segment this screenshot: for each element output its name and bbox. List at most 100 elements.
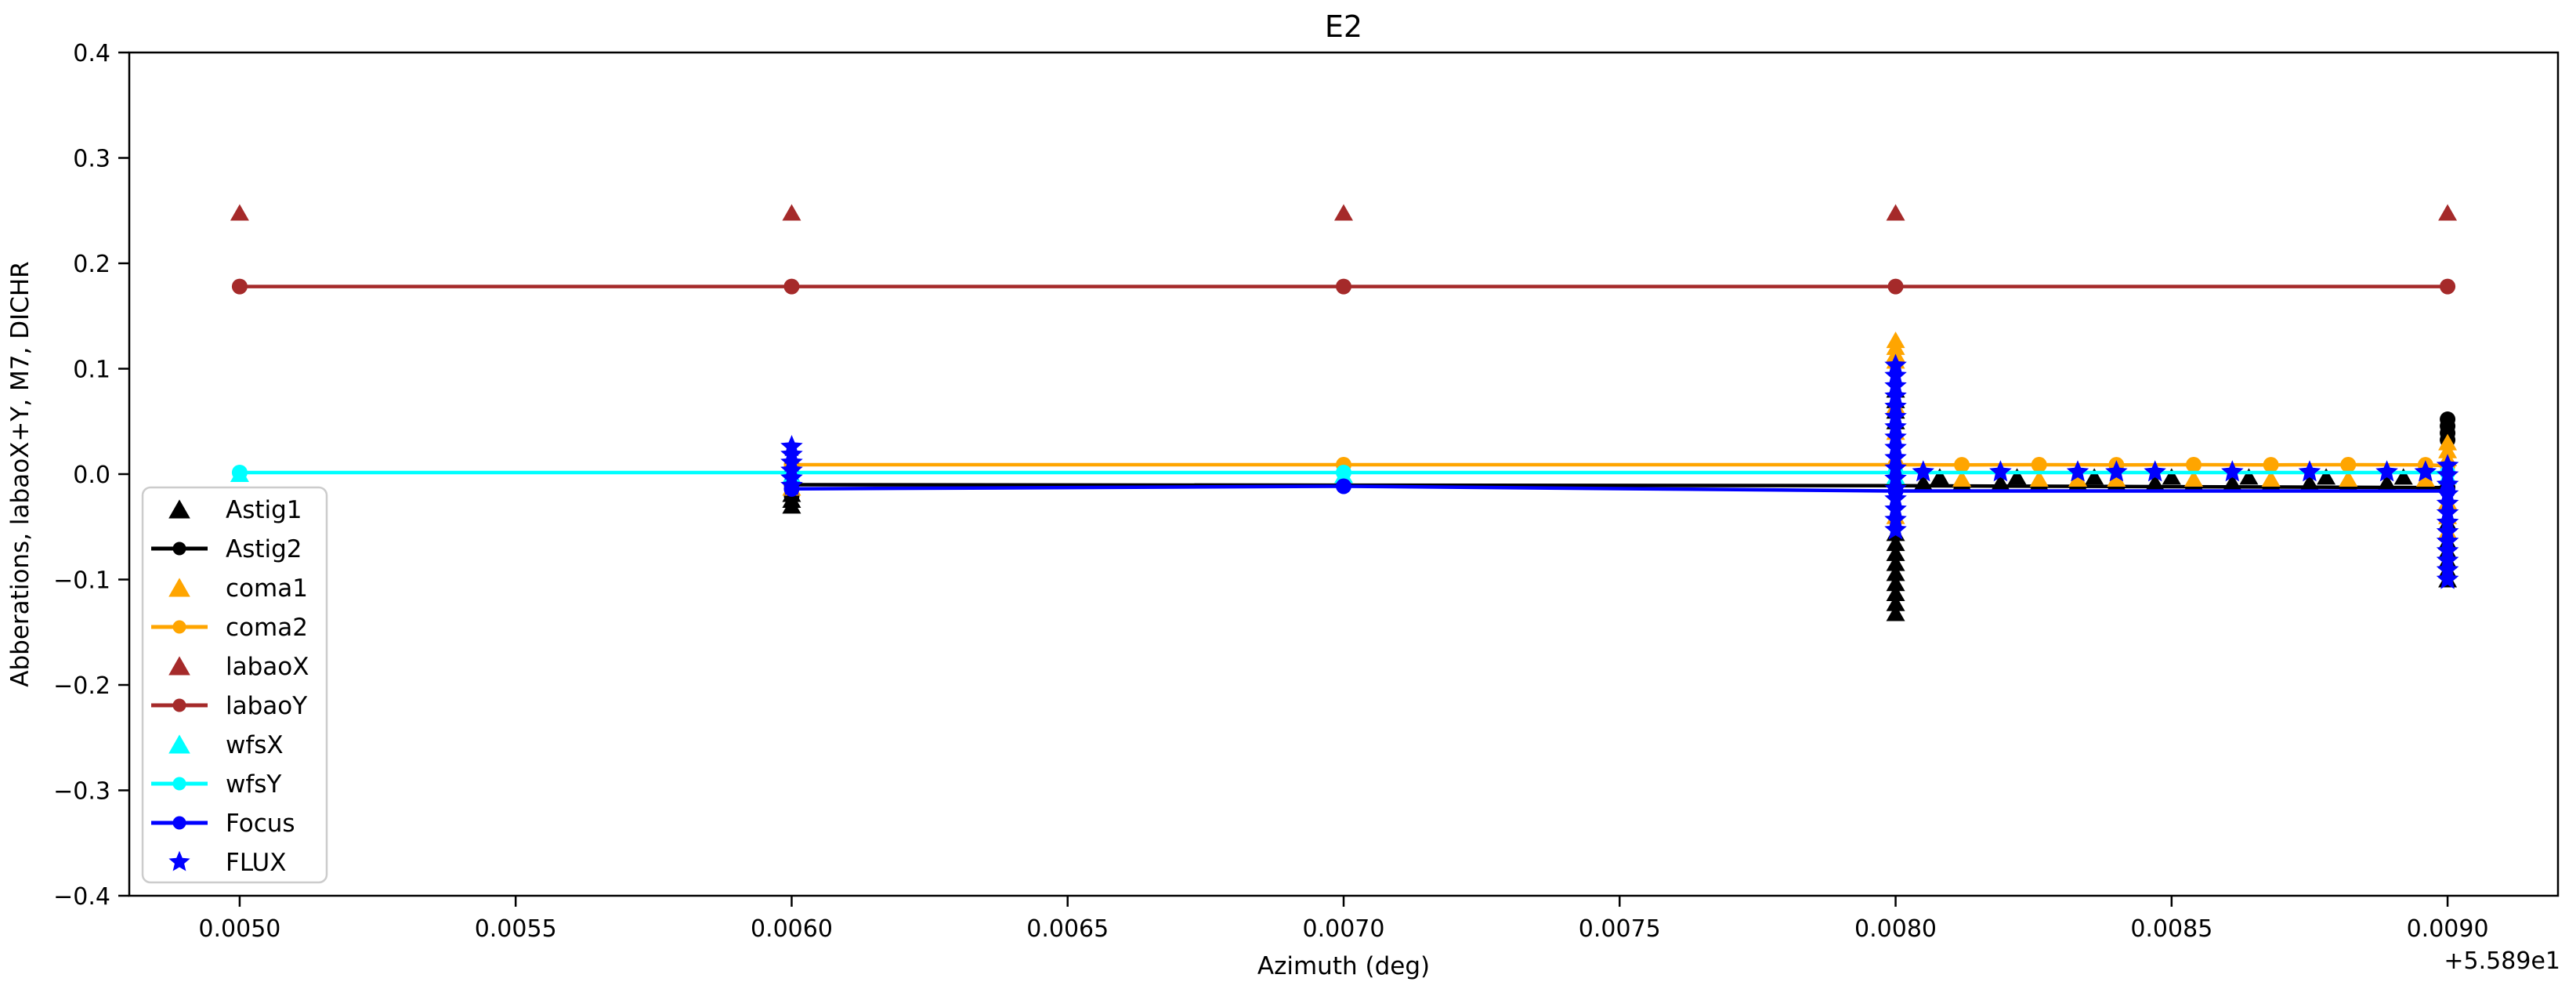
marker-dot (2031, 457, 2047, 473)
marker-triangle (1886, 544, 1905, 561)
y-tick-label: 0.0 (73, 462, 110, 489)
y-tick-label: 0.1 (73, 357, 110, 384)
legend-label: coma2 (226, 614, 308, 642)
marker-triangle (2085, 468, 2104, 485)
marker-triangle (1886, 564, 1905, 581)
series-FLUX (780, 353, 2459, 589)
marker-triangle (2162, 468, 2181, 485)
y-tick-label: −0.4 (53, 883, 110, 911)
x-axis-label: Azimuth (deg) (1257, 952, 1430, 980)
legend: Astig1 Astig2 coma1 coma2 labaoX labaoY wfsX wf… (141, 486, 328, 884)
marker-triangle (2317, 468, 2336, 485)
marker-triangle (168, 578, 190, 597)
marker-dot (231, 278, 248, 295)
legend-label: labaoX (226, 653, 309, 681)
y-tick-label: 0.4 (73, 40, 110, 67)
marker-triangle (782, 204, 801, 221)
marker-triangle (1886, 554, 1905, 571)
legend-item-wfsY: wfsY (151, 770, 281, 799)
x-tick-label: 0.0065 (1026, 915, 1109, 943)
series-line (790, 483, 2450, 490)
marker-dot (2340, 457, 2357, 473)
series-line (790, 484, 2450, 493)
marker-star (2414, 460, 2437, 482)
marker-dot (172, 620, 186, 634)
marker-star (1884, 518, 1907, 540)
marker-star (2144, 460, 2166, 482)
legend-label: Focus (226, 810, 295, 838)
marker-star (2066, 460, 2089, 482)
legend-item-coma2: coma2 (151, 614, 308, 642)
y-tick-label: −0.1 (53, 567, 110, 595)
legend-label: wfsY (226, 770, 281, 799)
marker-star (1989, 460, 2012, 482)
marker-dot (172, 542, 186, 556)
legend-label: FLUX (226, 849, 287, 877)
legend-item-labaoX: labaoX (168, 653, 309, 681)
marker-dot (172, 816, 186, 830)
marker-star (1912, 460, 1934, 482)
series-layer (230, 204, 2459, 621)
marker-triangle (1952, 470, 1972, 487)
marker-triangle (782, 497, 801, 514)
marker-triangle (1886, 204, 1905, 221)
series-labaoY (231, 278, 2456, 295)
legend-item-labaoY: labaoY (151, 692, 307, 720)
legend-item-Astig1: Astig1 (168, 496, 302, 524)
x-tick-label: 0.0050 (198, 915, 280, 943)
marker-triangle (1886, 604, 1905, 621)
legend-item-Astig2: Astig2 (151, 535, 302, 563)
marker-star (2105, 460, 2128, 482)
ticks-layer: 0.0050 0.0055 0.0060 0.0065 0.0070 0.0075 0.00… (53, 40, 2488, 943)
marker-dot (1887, 278, 1904, 295)
x-tick-label: 0.0075 (1579, 915, 1661, 943)
marker-triangle (2007, 468, 2027, 485)
marker-triangle (1886, 594, 1905, 611)
legend-item-coma1: coma1 (168, 574, 308, 603)
y-axis-label: Abberations, labaoX+Y, M7, DICHR (6, 261, 34, 687)
marker-dot (1336, 478, 1351, 494)
marker-triangle (2068, 470, 2088, 487)
marker-dot (231, 464, 248, 480)
marker-triangle (1334, 204, 1353, 221)
marker-triangle (2438, 204, 2458, 221)
x-axis-offset-text: +5.589e1 (2444, 947, 2560, 975)
marker-star (2298, 460, 2321, 482)
marker-star (168, 850, 190, 871)
x-tick-label: 0.0070 (1303, 915, 1385, 943)
x-tick-label: 0.0090 (2407, 915, 2489, 943)
marker-dot (1336, 278, 1351, 295)
x-tick-label: 0.0055 (475, 915, 557, 943)
y-tick-label: −0.3 (53, 778, 110, 806)
legend-label: Astig1 (226, 496, 302, 524)
marker-dot (1336, 464, 1351, 480)
marker-triangle (2393, 468, 2413, 485)
y-tick-label: −0.2 (53, 672, 110, 700)
marker-triangle (168, 656, 190, 676)
y-tick-label: 0.3 (73, 146, 110, 173)
legend-item-FLUX: FLUX (168, 849, 287, 877)
marker-dot (1954, 457, 1970, 473)
marker-triangle (168, 734, 190, 754)
x-tick-label: 0.0060 (751, 915, 833, 943)
marker-dot (783, 278, 800, 295)
marker-triangle (2029, 470, 2049, 487)
marker-triangle (2339, 470, 2358, 487)
legend-item-Focus: Focus (151, 810, 295, 838)
plot-title: E2 (1325, 9, 1362, 44)
marker-triangle (1886, 574, 1905, 592)
x-tick-label: 0.0080 (1854, 915, 1937, 943)
legend-label: coma1 (226, 574, 308, 603)
marker-triangle (1930, 468, 1949, 485)
series-labaoX (230, 204, 2458, 221)
marker-triangle (168, 499, 190, 519)
marker-dot (172, 698, 186, 712)
marker-triangle (1886, 534, 1905, 552)
marker-dot (2440, 278, 2456, 295)
marker-triangle (2261, 470, 2281, 487)
y-tick-label: 0.2 (73, 251, 110, 278)
marker-star (780, 473, 803, 495)
